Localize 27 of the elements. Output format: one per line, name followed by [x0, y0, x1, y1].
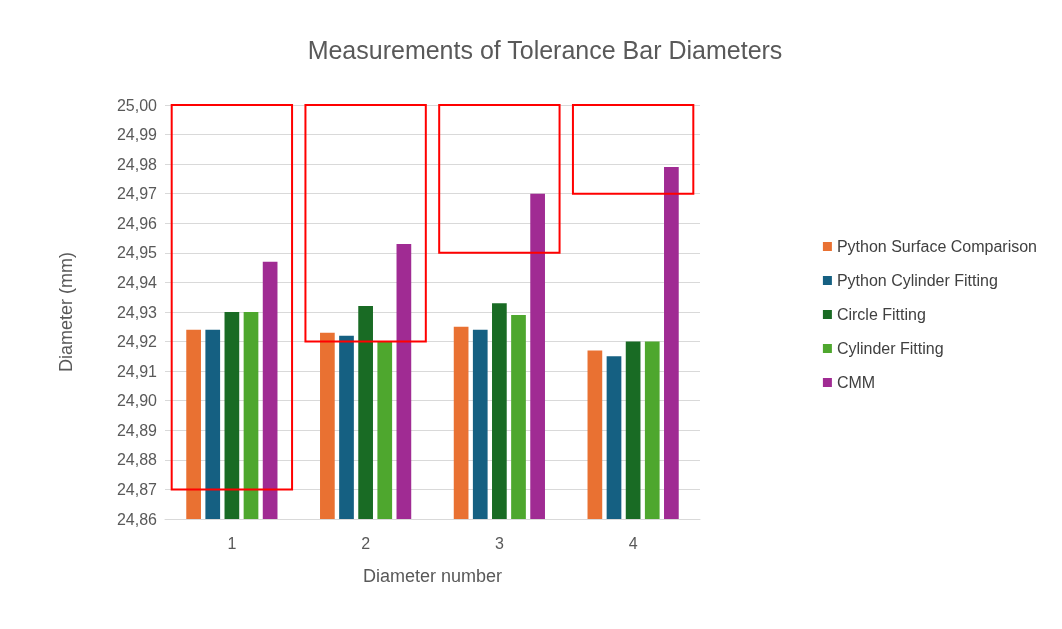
x-tick-label: 2	[361, 534, 371, 552]
legend-label: Python Surface Comparison	[836, 238, 1038, 255]
legend-label: Circle Fitting	[836, 306, 926, 323]
y-tick-label: 24,90	[116, 392, 158, 410]
y-tick-label: 24,91	[116, 362, 158, 380]
x-tick-label: 4	[628, 534, 638, 552]
y-tick-label: 24,86	[116, 510, 158, 528]
y-axis-title: Diameter (mm)	[56, 252, 76, 372]
y-tick-label: 24,99	[116, 126, 158, 144]
y-tick-label: 24,93	[116, 303, 158, 321]
x-axis-title: Diameter number	[362, 566, 503, 586]
y-tick-label: 24,96	[116, 214, 158, 232]
y-tick-label: 24,94	[116, 273, 158, 291]
chart-title: Measurements of Tolerance Bar Diameters	[307, 35, 783, 64]
y-tick-label: 24,88	[116, 451, 158, 469]
y-tick-label: 24,89	[116, 421, 158, 439]
legend-label: Cylinder Fitting	[836, 340, 944, 357]
x-tick-label: 1	[227, 534, 237, 552]
legend-label: Python Cylinder Fitting	[836, 272, 998, 289]
legend-label: CMM	[836, 374, 876, 391]
y-tick-label: 24,92	[116, 333, 158, 351]
y-tick-label: 24,97	[116, 185, 158, 203]
y-tick-label: 25,00	[116, 96, 158, 114]
x-tick-label: 3	[494, 534, 504, 552]
y-tick-label: 24,98	[116, 155, 158, 173]
y-tick-label: 24,95	[116, 244, 158, 262]
y-tick-label: 24,87	[116, 480, 158, 498]
